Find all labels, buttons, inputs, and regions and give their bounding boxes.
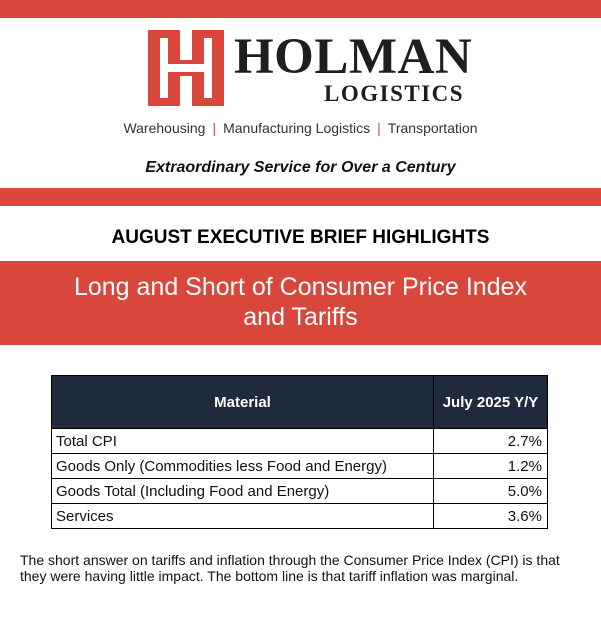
- company-logo: HOLMAN LOGISTICS: [0, 18, 601, 113]
- row-value: 3.6%: [433, 503, 548, 529]
- row-label: Total CPI: [51, 428, 434, 454]
- banner-title-line-2: and Tariffs: [243, 303, 358, 331]
- summary-paragraph: The short answer on tariffs and inflatio…: [20, 552, 560, 584]
- middle-accent-bar: [0, 188, 601, 206]
- row-label: Services: [51, 503, 434, 529]
- banner-title-line-1: Long and Short of Consumer Price Index: [73, 273, 528, 301]
- holman-h-logo-icon: [148, 30, 224, 106]
- table-row: Goods Only (Commodities less Food and En…: [51, 453, 548, 479]
- services-list: Warehousing | Manufacturing Logistics | Tran…: [0, 120, 601, 136]
- table-header-row: Material July 2025 Y/Y: [51, 375, 548, 429]
- article-banner: Long and Short of Consumer Price Index a…: [0, 261, 601, 345]
- service-manufacturing-logistics: Manufacturing Logistics: [223, 120, 371, 136]
- tagline: Extraordinary Service for Over a Century: [145, 159, 456, 176]
- top-accent-bar: [0, 0, 601, 18]
- service-transportation: Transportation: [387, 120, 478, 136]
- table-row: Total CPI 2.7%: [51, 428, 548, 454]
- table-row: Goods Total (Including Food and Energy) …: [51, 478, 548, 504]
- row-value: 2.7%: [433, 428, 548, 454]
- header-material: Material: [51, 375, 434, 429]
- logo-subtitle: LOGISTICS: [324, 81, 465, 106]
- header-july-2025-yy: July 2025 Y/Y: [433, 375, 548, 429]
- row-label: Goods Total (Including Food and Energy): [51, 478, 434, 504]
- service-warehousing: Warehousing: [123, 120, 206, 136]
- brief-title: AUGUST EXECUTIVE BRIEF HIGHLIGHTS: [111, 227, 490, 248]
- row-value: 1.2%: [433, 453, 548, 479]
- separator: |: [377, 120, 381, 136]
- separator: |: [212, 120, 217, 136]
- table-row: Services 3.6%: [51, 503, 548, 529]
- logo-wordmark: HOLMAN: [234, 29, 473, 85]
- row-label: Goods Only (Commodities less Food and En…: [51, 453, 434, 479]
- row-value: 5.0%: [433, 478, 548, 504]
- cpi-table: Material July 2025 Y/Y Total CPI 2.7% Go…: [51, 375, 548, 529]
